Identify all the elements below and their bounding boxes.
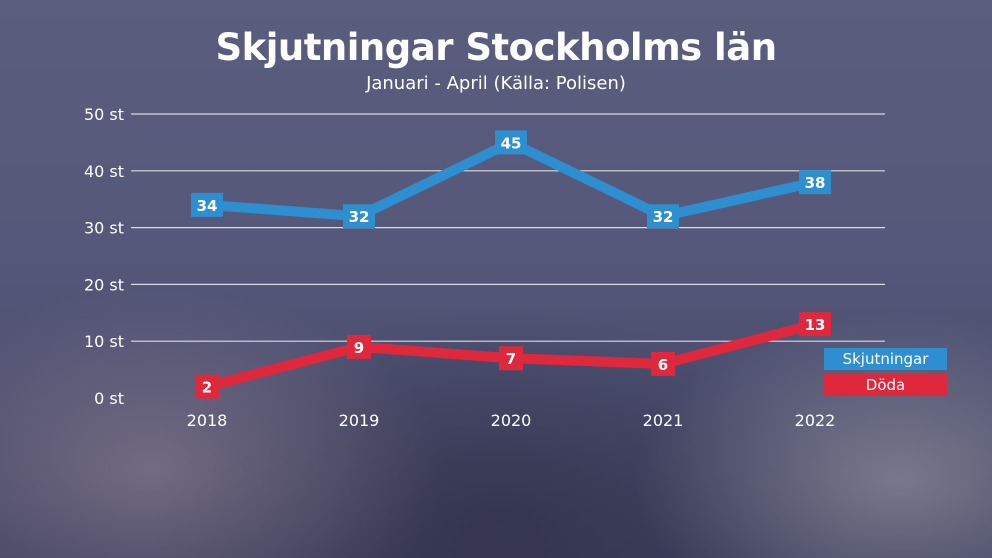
data-label: 45 — [501, 134, 522, 152]
legend: Skjutningar Döda — [824, 348, 947, 400]
data-label: 9 — [354, 339, 364, 357]
data-point — [647, 204, 679, 229]
data-point — [195, 374, 219, 399]
data-point — [495, 130, 527, 155]
data-label: 13 — [805, 316, 826, 334]
chart-title: Skjutningar Stockholms län — [215, 26, 777, 69]
legend-item-doda: Döda — [824, 374, 947, 396]
y-tick-label: 30 st — [84, 219, 124, 238]
data-label: 34 — [197, 197, 218, 215]
x-tick-label: 2021 — [643, 411, 684, 430]
x-tick-label: 2018 — [187, 411, 228, 430]
data-label: 32 — [653, 208, 674, 226]
data-label: 2 — [202, 379, 212, 397]
data-label: 7 — [506, 350, 516, 368]
data-point — [343, 204, 375, 229]
y-tick-label: 20 st — [84, 275, 124, 294]
y-tick-label: 10 st — [84, 332, 124, 351]
legend-item-skjutningar: Skjutningar — [824, 348, 947, 370]
data-label: 6 — [658, 356, 668, 374]
data-point — [191, 192, 223, 217]
y-tick-label: 0 st — [94, 389, 124, 408]
y-tick-label: 50 st — [84, 105, 124, 124]
data-point — [499, 346, 523, 371]
data-point — [799, 170, 831, 195]
data-label: 38 — [805, 174, 826, 192]
x-tick-label: 2019 — [339, 411, 380, 430]
x-tick-label: 2022 — [795, 411, 836, 430]
data-point — [651, 351, 675, 376]
data-label: 32 — [349, 208, 370, 226]
chart-subtitle: Januari - April (Källa: Polisen) — [366, 73, 626, 94]
data-point — [347, 334, 371, 359]
x-tick-label: 2020 — [491, 411, 532, 430]
y-tick-label: 40 st — [84, 162, 124, 181]
data-point — [799, 312, 831, 337]
